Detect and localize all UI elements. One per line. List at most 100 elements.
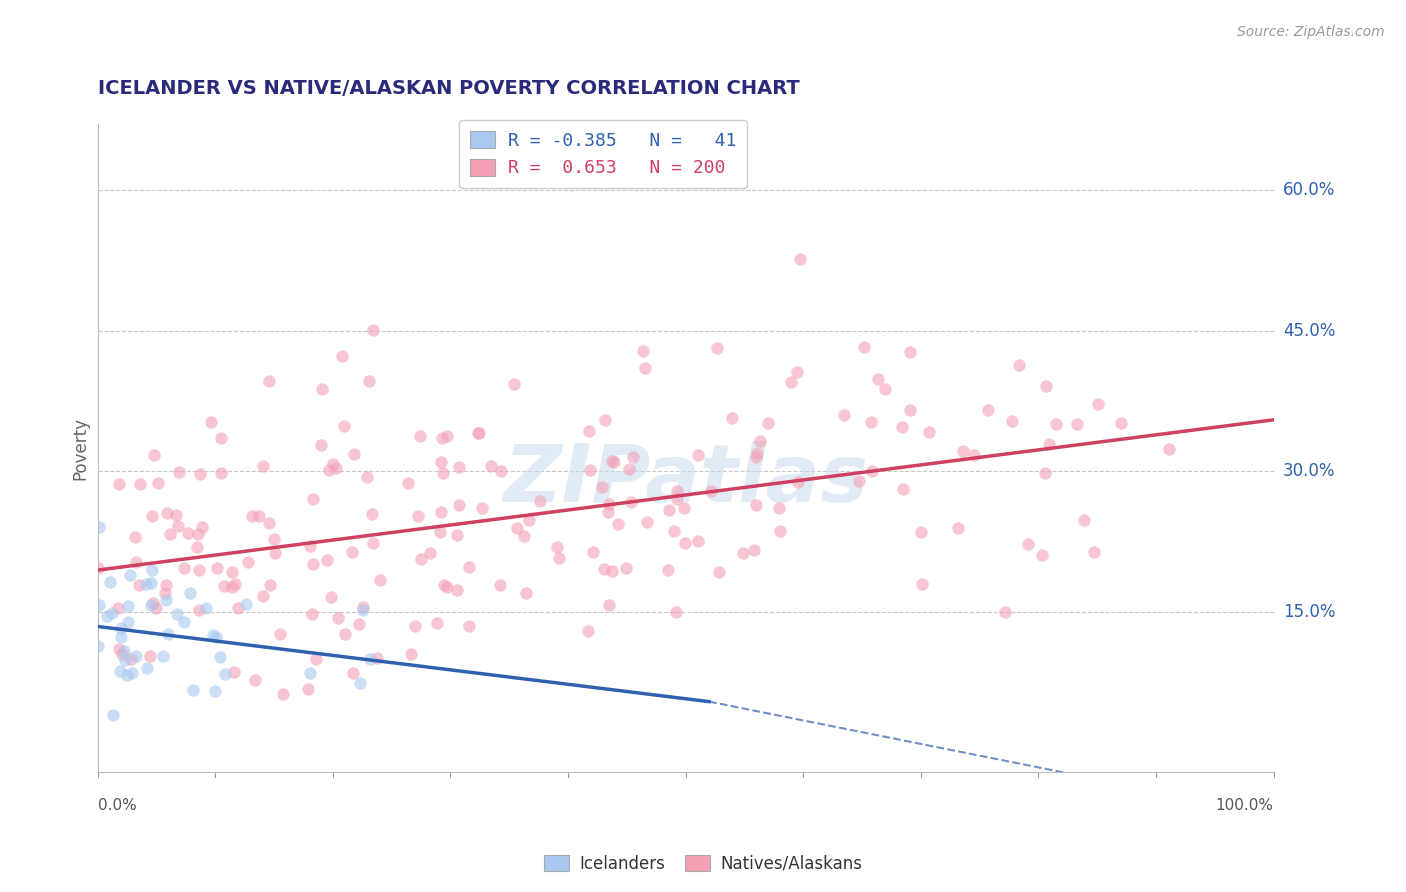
Point [1045,417,1067,431]
Point [121,665,143,680]
Point [167,518,190,533]
Point [1109,416,1132,430]
Point [187,603,209,617]
Point [257,374,280,388]
Point [87,519,110,533]
Point [243,673,266,688]
Point [617,462,640,476]
Point [457,560,479,574]
Point [139,599,162,613]
Point [579,463,602,477]
Point [860,464,883,478]
Point [517,513,540,527]
Point [361,535,384,549]
Point [87,598,110,612]
Point [152,649,174,664]
Point [1038,437,1060,451]
Point [458,618,481,632]
Point [1087,397,1109,411]
Point [426,615,449,630]
Point [110,647,132,661]
Point [139,649,162,664]
Point [578,624,600,639]
Text: Source: ZipAtlas.com: Source: ZipAtlas.com [1237,25,1385,39]
Point [396,475,419,490]
Point [503,377,526,392]
Point [467,425,489,440]
Point [117,615,139,629]
Point [963,448,986,462]
Point [224,577,246,591]
Point [787,475,810,489]
Point [124,531,146,545]
Point [207,561,229,575]
Point [299,539,322,553]
Point [591,480,613,494]
Text: 15.0%: 15.0% [1282,603,1336,622]
Point [349,676,371,690]
Point [769,524,792,538]
Point [506,521,529,535]
Point [977,402,1000,417]
Point [352,599,374,614]
Point [918,425,941,440]
Point [155,592,177,607]
Point [706,341,728,355]
Point [128,578,150,592]
Point [155,578,177,592]
Point [342,665,364,680]
Point [598,505,620,519]
Point [513,529,536,543]
Point [745,498,768,512]
Point [1066,417,1088,431]
Point [603,455,626,469]
Point [221,565,243,579]
Point [173,561,195,575]
Point [898,403,921,417]
Point [859,415,882,429]
Point [321,590,343,604]
Point [187,563,209,577]
Point [108,664,131,678]
Point [110,621,132,635]
Point [600,454,623,468]
Point [214,667,236,681]
Point [145,600,167,615]
Point [157,626,180,640]
Point [436,580,458,594]
Point [156,506,179,520]
Point [173,615,195,630]
Point [87,561,110,575]
Point [1073,513,1095,527]
Point [898,345,921,359]
Point [96,609,118,624]
Point [302,491,325,506]
Point [221,581,243,595]
Point [271,688,294,702]
Point [236,555,259,569]
Point [866,372,889,386]
Point [633,344,655,359]
Point [112,644,135,658]
Point [578,425,600,439]
Point [103,707,125,722]
Point [749,434,772,448]
Point [875,382,897,396]
Point [657,503,679,517]
Point [120,651,142,665]
Point [136,660,159,674]
Text: 45.0%: 45.0% [1282,322,1336,340]
Text: 30.0%: 30.0% [1282,462,1336,481]
Point [108,476,131,491]
Point [301,607,323,621]
Point [259,578,281,592]
Point [620,494,643,508]
Point [159,527,181,541]
Point [366,650,388,665]
Point [335,627,357,641]
Point [733,546,755,560]
Point [756,416,779,430]
Point [446,582,468,597]
Point [408,509,430,524]
Point [343,447,366,461]
